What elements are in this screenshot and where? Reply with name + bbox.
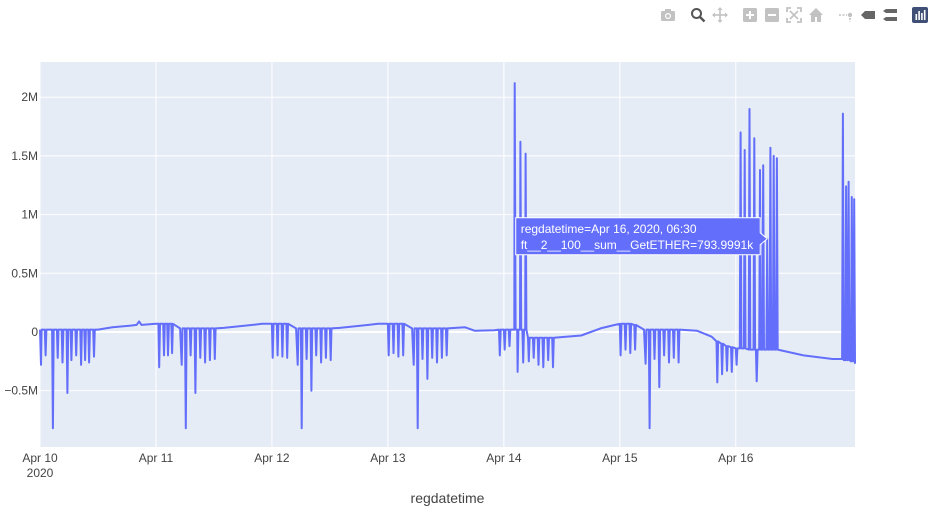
x-tick-label: Apr 10 xyxy=(22,451,58,465)
y-tick-label: −0.5M xyxy=(4,384,38,398)
hover-label-line-2: ft__2__100__sum__GetETHER=793.9991k xyxy=(521,238,754,252)
x-tick-label: Apr 12 xyxy=(254,451,290,465)
x-tick-label: Apr 14 xyxy=(486,451,522,465)
x-tick-label: Apr 16 xyxy=(718,451,754,465)
x-tick-label: Apr 13 xyxy=(370,451,406,465)
y-tick-label: 0.5M xyxy=(11,266,38,280)
y-tick-label: 1M xyxy=(21,208,38,222)
x-axis-year-label: 2020 xyxy=(27,466,54,480)
y-axis-ticks: −0.5M 0 0.5M 1M 1.5M 2M xyxy=(4,90,38,397)
x-axis-ticks: Apr 10 Apr 11 Apr 12 Apr 13 Apr 14 Apr 15 Apr … xyxy=(22,451,753,465)
x-axis-title: regdatetime xyxy=(411,490,485,506)
y-tick-label: 2M xyxy=(21,90,38,104)
y-tick-label: 1.5M xyxy=(11,149,38,163)
hover-label-line-1: regdatetime=Apr 16, 2020, 06:30 xyxy=(521,222,697,236)
x-tick-label: Apr 15 xyxy=(602,451,638,465)
x-tick-label: Apr 11 xyxy=(139,451,174,465)
hover-label: regdatetime=Apr 16, 2020, 06:30 ft__2__1… xyxy=(516,218,768,255)
y-tick-label: 0 xyxy=(31,325,38,339)
